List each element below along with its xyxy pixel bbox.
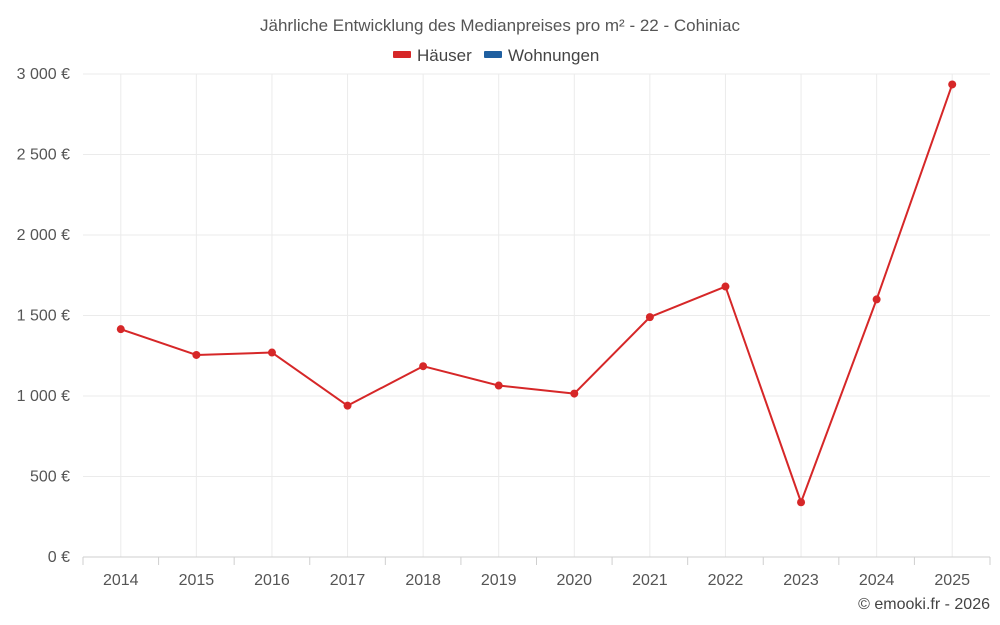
legend-swatch-haeuser [393,51,411,58]
x-tick-label: 2023 [783,572,819,589]
x-tick-label: 2021 [632,572,668,589]
y-tick-label: 1 000 € [17,388,70,405]
data-point-haeuser[interactable] [116,325,125,334]
data-point-haeuser[interactable] [494,381,503,390]
x-tick-label: 2016 [254,572,290,589]
x-axis-tick-labels: 2014 2015 2016 2017 2018 2019 2020 2021 2022 2023… [103,572,970,589]
x-tick-label: 2014 [103,572,139,589]
data-point-haeuser[interactable] [797,498,806,507]
y-tick-label: 1 500 € [17,308,70,325]
y-tick-label: 0 € [48,549,70,566]
x-tick-label: 2022 [708,572,744,589]
legend-item-haeuser[interactable]: Häuser [393,46,472,65]
legend-label-haeuser: Häuser [417,46,472,65]
data-point-haeuser[interactable] [721,282,730,291]
y-tick-label: 2 000 € [17,227,70,244]
credit-text: © emooki.fr - 2026 [858,596,990,613]
y-tick-label: 500 € [30,469,70,486]
y-tick-label: 3 000 € [17,66,70,83]
x-tick-label: 2018 [405,572,441,589]
legend: Häuser Wohnungen [393,46,599,65]
y-axis-tick-labels: 0 € 500 € 1 000 € 1 500 € 2 000 € 2 500 € 3 00… [17,66,70,566]
x-tick-label: 2017 [330,572,366,589]
legend-item-wohnungen[interactable]: Wohnungen [484,46,599,65]
legend-label-wohnungen: Wohnungen [508,46,599,65]
series-line-haeuser [120,84,954,504]
legend-swatch-wohnungen [484,51,502,58]
x-tick-label: 2015 [179,572,215,589]
data-point-haeuser[interactable] [343,401,352,410]
data-point-haeuser[interactable] [192,350,201,359]
data-point-haeuser[interactable] [267,348,276,357]
data-point-haeuser[interactable] [645,313,654,322]
x-tick-label: 2020 [556,572,592,589]
chart-title: Jährliche Entwicklung des Medianpreises … [260,16,740,35]
x-tick-label: 2019 [481,572,517,589]
data-point-haeuser[interactable] [570,389,579,398]
y-gridlines [83,73,990,477]
x-tick-label: 2024 [859,572,895,589]
x-tick-label: 2025 [934,572,970,589]
y-tick-label: 2 500 € [17,147,70,164]
data-point-haeuser[interactable] [948,80,957,89]
data-point-haeuser[interactable] [872,295,881,304]
data-point-haeuser[interactable] [419,362,428,371]
x-axis-ticks [82,557,991,565]
series-layer [116,80,957,507]
